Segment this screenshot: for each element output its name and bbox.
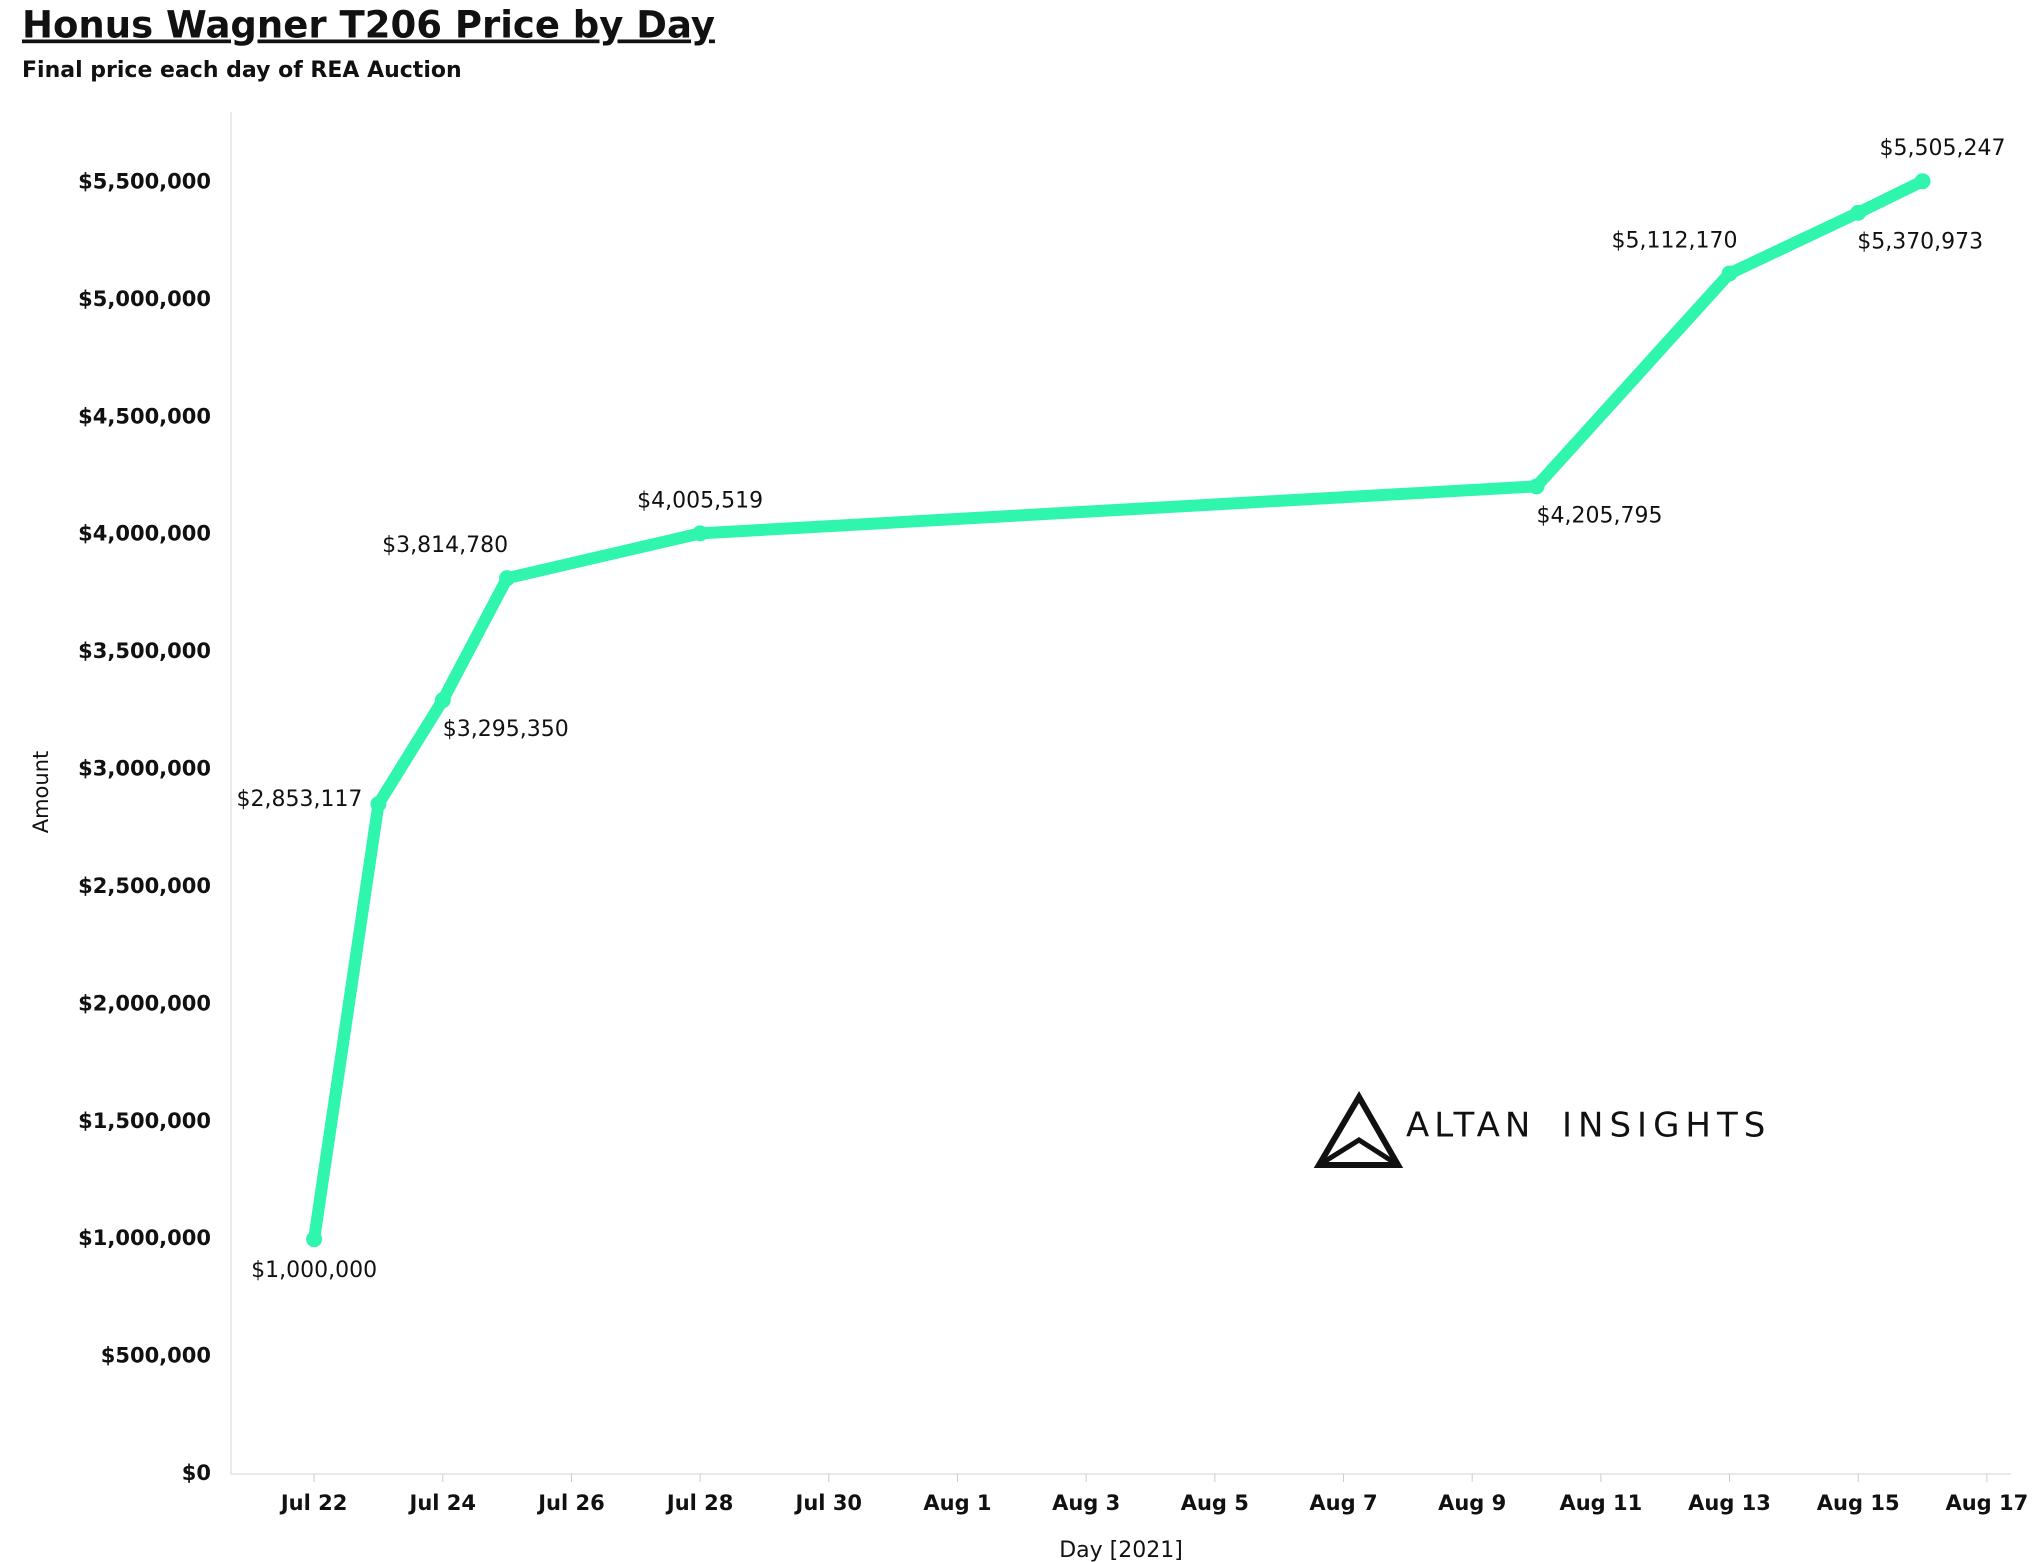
- chart-title: Honus Wagner T206 Price by Day: [22, 4, 715, 47]
- logo: ALTAN INSIGHTS: [1313, 1091, 1771, 1168]
- x-tick-label: Jul 30: [794, 1491, 863, 1515]
- x-tick-label: Aug 15: [1817, 1491, 1900, 1515]
- data-label: $5,505,247: [1880, 136, 2006, 161]
- x-tick-label: Aug 11: [1559, 1491, 1642, 1515]
- y-tick-label: $0: [182, 1461, 211, 1485]
- line: [308, 175, 1929, 1246]
- y-tick-label: $2,000,000: [78, 991, 211, 1015]
- data-label: $4,205,795: [1537, 503, 1663, 528]
- logo-brand: ALTAN: [1406, 1106, 1535, 1146]
- y-tick-label: $1,000,000: [78, 1226, 211, 1250]
- x-tick-label: Aug 3: [1052, 1491, 1120, 1515]
- x-tick-label: Jul 22: [279, 1491, 348, 1515]
- x-tick-label: Jul 24: [408, 1491, 477, 1515]
- x-tick-label: Aug 13: [1688, 1491, 1771, 1515]
- logo-mark: [1317, 1137, 1400, 1168]
- y-tick-label: $3,000,000: [78, 757, 211, 781]
- data-label: $2,853,117: [236, 787, 362, 812]
- point: [692, 525, 709, 542]
- y-tick-label: $5,000,000: [78, 287, 211, 311]
- point: [1914, 173, 1931, 190]
- y-axis-title: Amount: [29, 751, 53, 834]
- x-axis-title: Day [2021]: [1059, 1538, 1183, 1562]
- y-tick-label: $500,000: [101, 1344, 211, 1368]
- logo-suffix: INSIGHTS: [1562, 1106, 1771, 1146]
- point: [434, 692, 451, 709]
- x-tick-label: Aug 5: [1181, 1491, 1249, 1515]
- x-tick-label: Aug 7: [1309, 1491, 1377, 1515]
- x-tick-label: Jul 28: [665, 1491, 734, 1515]
- data-label: $3,295,350: [443, 717, 569, 742]
- y-tick-label: $4,500,000: [78, 404, 211, 428]
- point: [1528, 478, 1545, 495]
- x-tick-label: Aug 1: [923, 1491, 991, 1515]
- point: [306, 1231, 323, 1248]
- point: [1721, 265, 1738, 282]
- x-tick-label: Jul 26: [536, 1491, 605, 1515]
- point: [1850, 204, 1867, 221]
- y-tick-label: $4,000,000: [78, 522, 211, 546]
- x-tick-label: Aug 9: [1438, 1491, 1506, 1515]
- data-label: $5,370,973: [1857, 230, 1983, 255]
- y-tick-label: $3,500,000: [78, 639, 211, 663]
- logo-triangle: [1313, 1091, 1404, 1168]
- point: [499, 570, 516, 587]
- y-tick-label: $2,500,000: [78, 874, 211, 898]
- x-tick-label: Aug 17: [1945, 1491, 2028, 1515]
- data-label: $3,814,780: [382, 533, 508, 558]
- data-label: $4,005,519: [637, 488, 763, 513]
- data-label: $5,112,170: [1612, 229, 1738, 254]
- data-label: $1,000,000: [251, 1258, 377, 1283]
- y-tick-label: $5,500,000: [78, 169, 211, 193]
- y-tick-label: $1,500,000: [78, 1109, 211, 1133]
- chart-subtitle: Final price each day of REA Auction: [22, 58, 462, 83]
- point: [370, 796, 387, 813]
